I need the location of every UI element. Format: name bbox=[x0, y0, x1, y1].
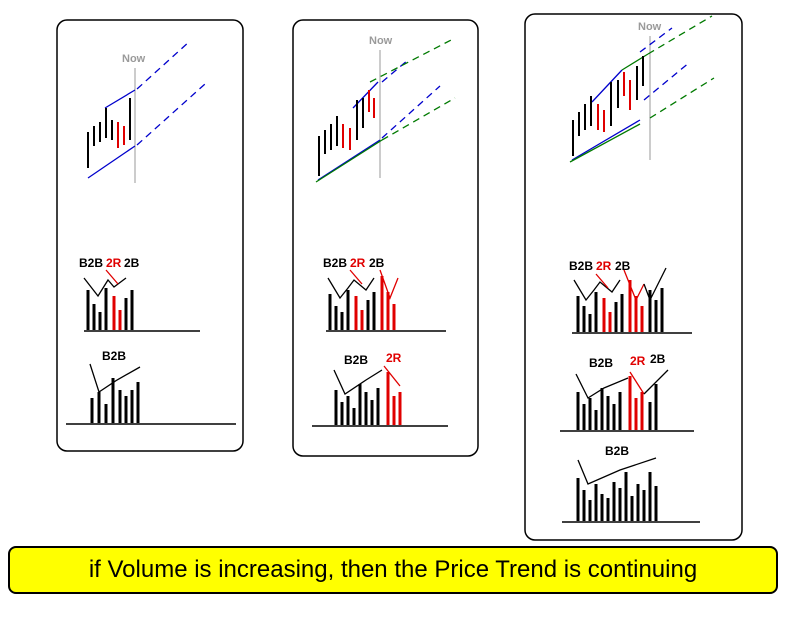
trend-line bbox=[349, 269, 363, 285]
trend-support-line bbox=[315, 139, 383, 183]
trend-line bbox=[575, 373, 629, 399]
label-2b: 2B bbox=[124, 256, 140, 270]
price-bars bbox=[572, 56, 644, 156]
channel-lower-line bbox=[87, 145, 136, 179]
panel-3-volume-chart-a: B2B 2R 2B bbox=[569, 259, 692, 334]
label-2r: 2R bbox=[386, 351, 402, 365]
caption-banner: if Volume is increasing, then the Price … bbox=[8, 546, 778, 594]
channel-upper-line bbox=[104, 89, 136, 109]
panel-1-volume-chart-a: B2B 2R 2B bbox=[79, 256, 200, 332]
label-b2b: B2B bbox=[569, 259, 593, 273]
label-2r: 2R bbox=[630, 354, 646, 368]
now-label: Now bbox=[122, 53, 146, 65]
label-b2b: B2B bbox=[589, 356, 613, 370]
trend-support-line bbox=[569, 123, 641, 163]
channel-upper-projection bbox=[381, 59, 409, 83]
trend-line bbox=[383, 365, 401, 387]
panel-3: Now B2 bbox=[524, 13, 743, 541]
now-label: Now bbox=[369, 35, 393, 47]
trend-line bbox=[327, 277, 375, 300]
label-b2b: B2B bbox=[344, 353, 368, 367]
panel-3-frame bbox=[524, 13, 743, 541]
panel-1-frame bbox=[56, 19, 244, 452]
green-lower-projection bbox=[381, 97, 456, 141]
label-b2b: B2B bbox=[605, 444, 629, 458]
label-2r: 2R bbox=[106, 256, 122, 270]
trend-line bbox=[643, 369, 669, 395]
panel-1-volume-chart-b: B2B bbox=[66, 349, 236, 425]
channel-lower-line bbox=[317, 139, 381, 181]
label-b2b: B2B bbox=[79, 256, 103, 270]
trend-line bbox=[89, 363, 141, 394]
channel-lower-projection bbox=[381, 85, 441, 139]
panel-2-price-chart: Now bbox=[315, 35, 456, 183]
label-b2b: B2B bbox=[102, 349, 126, 363]
label-2r: 2R bbox=[350, 256, 366, 270]
price-bars bbox=[87, 98, 131, 168]
channel-lower-projection bbox=[136, 83, 206, 146]
panel-2-frame bbox=[292, 19, 479, 457]
trend-line bbox=[577, 457, 657, 485]
caption-text: if Volume is increasing, then the Price … bbox=[88, 556, 698, 583]
channel-upper-projection bbox=[639, 27, 673, 53]
panel-3-price-chart: Now bbox=[569, 15, 715, 163]
label-2b: 2B bbox=[369, 256, 385, 270]
green-lower-projection bbox=[649, 77, 715, 119]
panel-1: Now B2B 2R 2B bbox=[56, 19, 244, 452]
label-2r: 2R bbox=[596, 259, 612, 273]
trend-line bbox=[629, 371, 645, 395]
channel-lower-projection bbox=[643, 61, 691, 101]
trend-line bbox=[573, 279, 621, 302]
channel-lower-line bbox=[571, 119, 641, 161]
trend-line bbox=[595, 273, 609, 289]
label-b2b: B2B bbox=[323, 256, 347, 270]
green-upper-projection bbox=[369, 37, 456, 83]
panel-3-volume-chart-b: B2B 2R 2B bbox=[560, 352, 694, 432]
green-upper-projection bbox=[647, 15, 713, 55]
now-label: Now bbox=[638, 21, 662, 33]
label-2b: 2B bbox=[615, 259, 631, 273]
price-bars bbox=[318, 90, 375, 176]
label-2b: 2B bbox=[650, 352, 666, 366]
panel-2-volume-chart-a: B2B 2R 2B bbox=[323, 256, 446, 332]
panel-1-price-chart: Now bbox=[87, 40, 206, 183]
trend-line bbox=[105, 269, 119, 285]
panel-2-volume-chart-b: B2B 2R bbox=[312, 351, 448, 427]
trend-line bbox=[333, 369, 383, 395]
channel-upper-line bbox=[591, 69, 623, 103]
panel-3-volume-chart-c: B2B bbox=[562, 444, 700, 523]
panel-2: Now B2B 2R 2B bbox=[292, 19, 479, 457]
